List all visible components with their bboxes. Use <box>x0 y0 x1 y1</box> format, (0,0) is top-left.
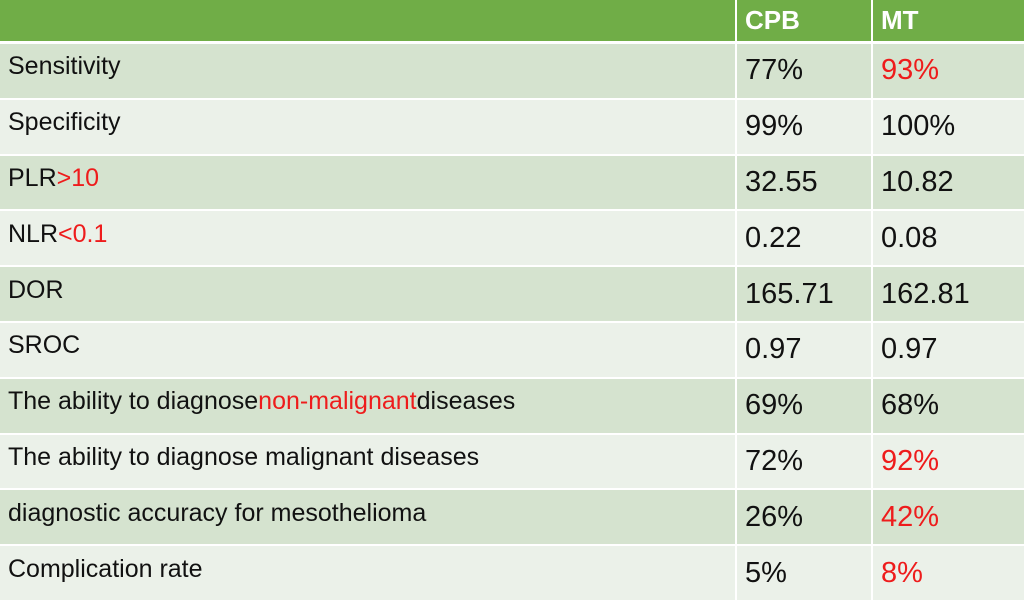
value-cell: 72% <box>737 434 873 491</box>
cell-text: non-malignant <box>258 387 417 416</box>
value-cell: 0.97 <box>873 322 1024 379</box>
value-cell: 42% <box>873 490 1024 547</box>
cell-text: 99% <box>745 110 804 143</box>
value-cell: 32.55 <box>737 155 873 212</box>
row-label: Specificity <box>0 99 737 156</box>
value-cell: 165.71 <box>737 267 873 323</box>
cell-text: NLR <box>8 219 59 248</box>
value-cell: 5% <box>737 546 873 602</box>
cell-text: DOR <box>8 275 64 304</box>
cell-text: The ability to diagnose malignant diseas… <box>8 442 480 471</box>
cell-text: 10.82 <box>881 165 954 198</box>
value-cell: 0.08 <box>873 211 1024 268</box>
cell-text: 0.22 <box>745 221 802 254</box>
value-cell: 77% <box>737 44 873 100</box>
cell-text: <0.1 <box>58 219 108 248</box>
cell-text: 42% <box>881 500 940 533</box>
value-cell: 0.97 <box>737 322 873 379</box>
row-label: diagnostic accuracy for mesothelioma <box>0 490 737 547</box>
cell-text: 0.08 <box>881 221 938 254</box>
cell-text: 77% <box>745 54 804 87</box>
cell-text: >10 <box>56 163 100 192</box>
value-cell: 93% <box>873 44 1024 100</box>
cell-text: 0.97 <box>745 333 802 366</box>
row-label: The ability to diagnose non-malignant di… <box>0 378 737 435</box>
cell-text: SROC <box>8 331 81 360</box>
cell-text: 0.97 <box>881 333 938 366</box>
cell-text: 32.55 <box>745 165 818 198</box>
header-text: CPB <box>745 5 800 35</box>
value-cell: 69% <box>737 378 873 435</box>
value-cell: 0.22 <box>737 211 873 268</box>
value-cell: 100% <box>873 99 1024 156</box>
value-cell: 162.81 <box>873 267 1024 323</box>
cell-text: 5% <box>745 556 787 589</box>
cell-text: 8% <box>881 556 923 589</box>
row-label: PLR >10 <box>0 155 737 212</box>
cell-text: diagnostic accuracy for mesothelioma <box>8 498 427 527</box>
value-cell: 8% <box>873 546 1024 602</box>
cell-text: 69% <box>745 389 804 422</box>
cell-text: 68% <box>881 389 940 422</box>
value-cell: 26% <box>737 490 873 547</box>
cell-text: Complication rate <box>8 554 203 583</box>
cell-text: PLR <box>8 163 57 192</box>
header-text: MT <box>881 5 919 35</box>
row-label: NLR <0.1 <box>0 211 737 268</box>
row-label: SROC <box>0 322 737 379</box>
header-corner <box>0 0 737 44</box>
header-cell: CPB <box>737 0 873 44</box>
cell-text: The ability to diagnose <box>8 387 259 416</box>
cell-text: 26% <box>745 500 804 533</box>
cell-text: 100% <box>881 110 956 143</box>
cell-text: Specificity <box>8 108 121 137</box>
cell-text: 72% <box>745 444 804 477</box>
row-label: Sensitivity <box>0 44 737 100</box>
cell-text: 93% <box>881 54 940 87</box>
cell-text: 162.81 <box>881 277 970 310</box>
value-cell: 10.82 <box>873 155 1024 212</box>
value-cell: 68% <box>873 378 1024 435</box>
value-cell: 99% <box>737 99 873 156</box>
cell-text: 165.71 <box>745 277 834 310</box>
cell-text: 92% <box>881 444 940 477</box>
value-cell: 92% <box>873 434 1024 491</box>
row-label: The ability to diagnose malignant diseas… <box>0 434 737 491</box>
cell-text: diseases <box>416 387 516 416</box>
header-cell: MT <box>873 0 1024 44</box>
row-label: Complication rate <box>0 546 737 602</box>
row-label: DOR <box>0 267 737 323</box>
cell-text: Sensitivity <box>8 52 121 81</box>
